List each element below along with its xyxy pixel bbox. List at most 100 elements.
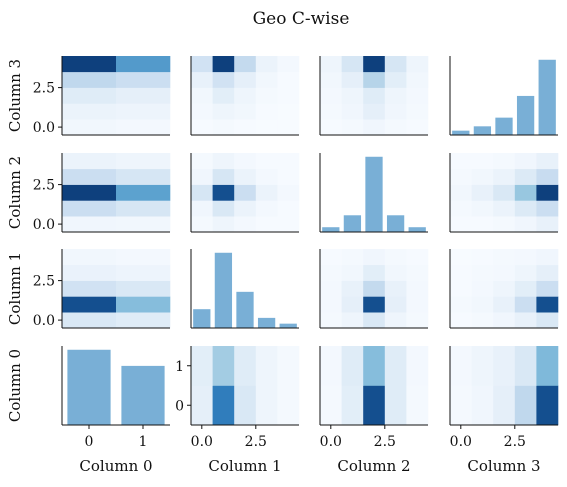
heat-cell <box>320 87 342 104</box>
heat-cell <box>277 71 300 88</box>
heat-cell <box>191 56 213 73</box>
heat-cell <box>116 168 171 185</box>
bar-column-3-3 <box>516 95 535 135</box>
y-axis-label: Column 0 <box>6 349 24 422</box>
heat-cell <box>212 119 235 136</box>
heat-cell <box>514 312 537 329</box>
heat-cell <box>341 296 364 313</box>
heat-cell <box>277 346 300 386</box>
heat-cell <box>212 385 235 426</box>
x-tick-label: 0.0 <box>320 434 342 450</box>
heat-cell <box>116 153 171 170</box>
heat-cell <box>341 71 364 88</box>
heat-cell <box>277 385 300 426</box>
bar-column-1-3 <box>257 317 276 328</box>
heat-cell <box>493 280 516 297</box>
heat-cell <box>536 153 559 170</box>
x-tick-label: 0.0 <box>191 434 213 450</box>
heat-cell <box>514 296 537 313</box>
heat-cell <box>191 87 213 104</box>
heat-cell <box>234 153 257 170</box>
heat-cell <box>493 249 516 266</box>
y-tick-label: 0.0 <box>33 313 55 329</box>
x-axis-label: Column 2 <box>337 457 410 475</box>
heat-cell <box>450 346 472 386</box>
heat-cell <box>62 216 117 233</box>
heat-cell <box>471 153 494 170</box>
heat-cell <box>536 216 559 233</box>
heat-cell <box>320 280 342 297</box>
heat-cell <box>341 280 364 297</box>
heat-cell <box>320 385 342 426</box>
y-axis-label: Column 3 <box>6 59 24 132</box>
heat-cell <box>116 312 171 329</box>
heat-cell <box>450 312 472 329</box>
heat-cell <box>255 346 278 386</box>
y-tick-label: 1 <box>175 359 184 375</box>
x-axis-label: Column 1 <box>208 457 281 475</box>
bar-column-2-0 <box>322 227 340 232</box>
heat-cell <box>116 280 171 297</box>
y-tick-label: 0.0 <box>33 217 55 233</box>
heat-cell <box>341 249 364 266</box>
heat-cell <box>277 103 300 120</box>
heat-cell <box>277 168 300 185</box>
heat-cell <box>62 153 117 170</box>
heat-cell <box>493 216 516 233</box>
heat-cell <box>191 153 213 170</box>
heat-cell <box>320 346 342 386</box>
heat-cell <box>493 168 516 185</box>
heat-cell <box>363 312 386 329</box>
x-tick-label: 2.5 <box>374 434 396 450</box>
heat-cell <box>536 168 559 185</box>
heat-cell <box>212 168 235 185</box>
heat-cell <box>62 264 117 281</box>
heat-cell <box>116 200 171 217</box>
heat-cell <box>62 56 117 73</box>
heat-cell <box>450 200 472 217</box>
heat-cell <box>363 385 386 426</box>
heat-cell <box>341 385 364 426</box>
heat-cell <box>536 296 559 313</box>
x-tick-label: 2.5 <box>504 434 526 450</box>
heat-cell <box>384 249 407 266</box>
heat-cell <box>471 346 494 386</box>
heat-cell <box>255 71 278 88</box>
heat-cell <box>341 119 364 136</box>
heat-cell <box>514 153 537 170</box>
heat-cell <box>450 184 472 201</box>
heat-cell <box>471 249 494 266</box>
heat-cell <box>406 264 429 281</box>
heat-cell <box>212 184 235 201</box>
heat-cell <box>384 87 407 104</box>
x-tick-label: 0.0 <box>450 434 472 450</box>
heat-cell <box>255 200 278 217</box>
heat-cell <box>212 56 235 73</box>
bar-column-2-2 <box>365 156 383 232</box>
bar-column-3-2 <box>495 117 513 135</box>
heat-cell <box>320 56 342 73</box>
heat-cell <box>406 87 429 104</box>
heat-cell <box>493 312 516 329</box>
heat-cell <box>320 264 342 281</box>
heat-cell <box>234 184 257 201</box>
heat-cell <box>62 200 117 217</box>
heat-cell <box>116 216 171 233</box>
chart-title: Geo C-wise <box>253 9 350 29</box>
heat-cell <box>384 103 407 120</box>
heat-cell <box>536 346 559 386</box>
heat-cell <box>514 216 537 233</box>
heat-cell <box>363 87 386 104</box>
heat-cell <box>450 264 472 281</box>
heat-cell <box>277 119 300 136</box>
heat-cell <box>191 200 213 217</box>
bar-column-1-0 <box>193 309 211 328</box>
x-axis-label: Column 0 <box>79 457 152 475</box>
heat-cell <box>471 264 494 281</box>
heat-cell <box>450 280 472 297</box>
heat-cell <box>341 56 364 73</box>
bar-column-0-1 <box>121 365 165 425</box>
heat-cell <box>62 280 117 297</box>
heat-cell <box>277 153 300 170</box>
